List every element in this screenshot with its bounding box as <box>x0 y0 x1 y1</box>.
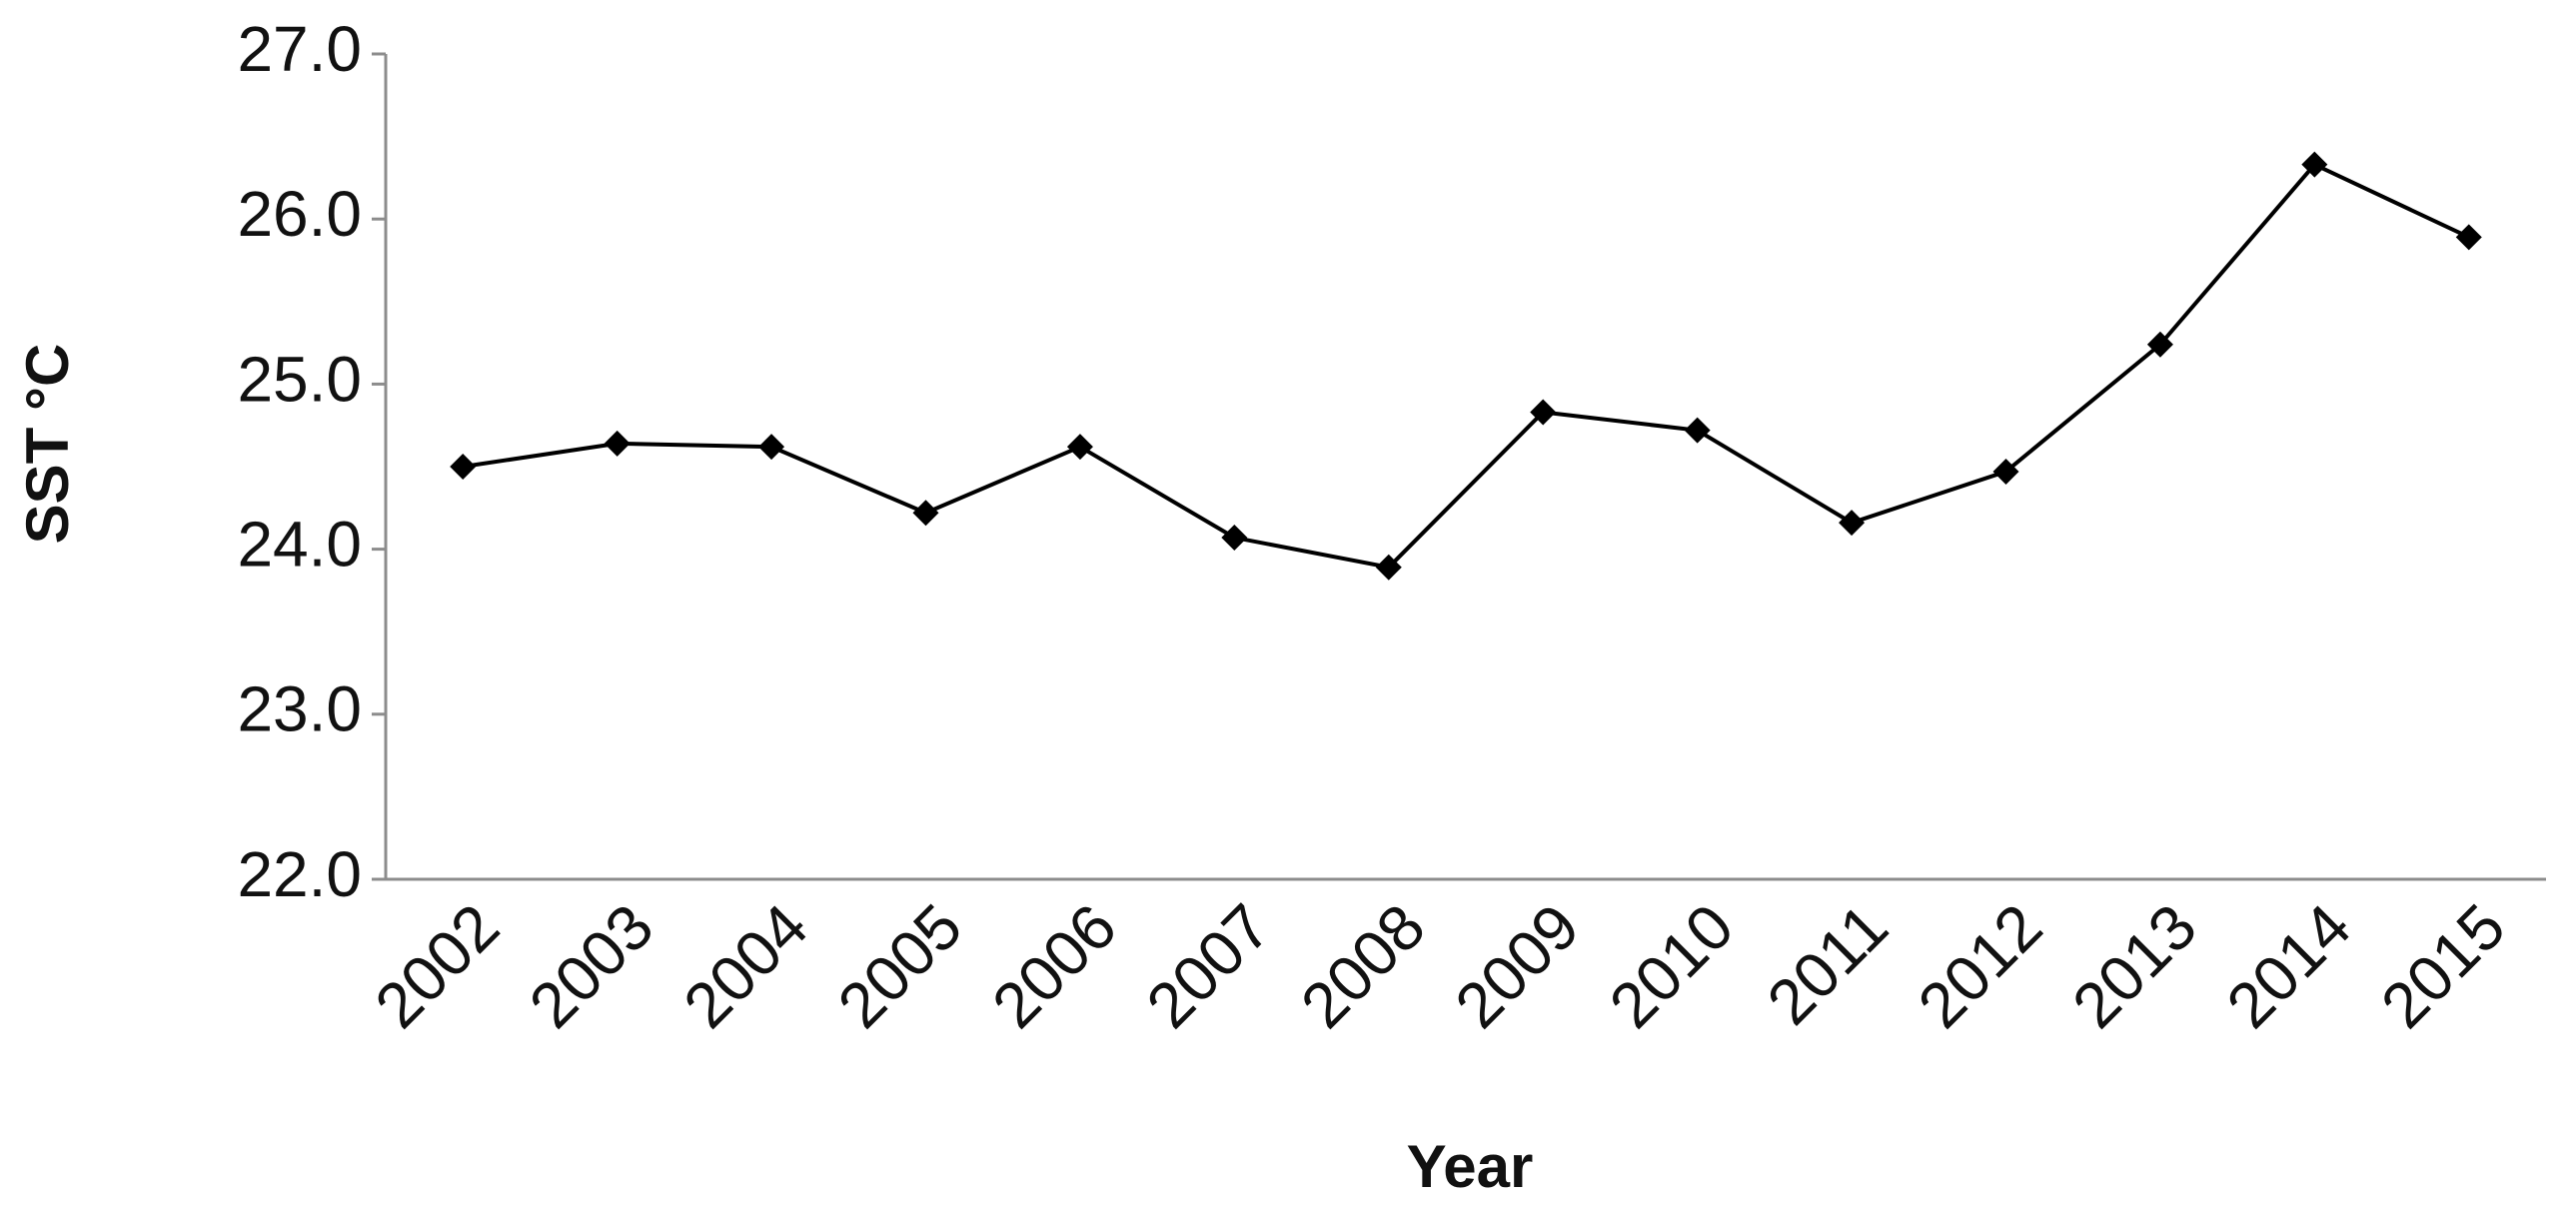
marker <box>1221 525 1248 552</box>
x-tick-label: 2014 <box>2213 890 2365 1042</box>
marker <box>1066 434 1093 461</box>
marker <box>450 454 477 480</box>
x-tick-label: 2011 <box>1754 890 1902 1038</box>
y-tick-label: 22.0 <box>237 838 362 910</box>
x-tick-label: 2013 <box>2058 890 2210 1042</box>
marker <box>1530 399 1557 426</box>
x-axis-title: Year <box>1407 1133 1534 1200</box>
x-tick-label: 2005 <box>824 890 976 1042</box>
line <box>462 162 2470 570</box>
marker <box>604 430 631 457</box>
marker <box>2455 224 2482 251</box>
marker <box>912 500 939 527</box>
x-tick-label: 2012 <box>1905 890 2056 1042</box>
marker <box>2301 151 2328 178</box>
x-tick-label: 2010 <box>1596 890 1748 1042</box>
y-tick-label: 25.0 <box>237 343 362 415</box>
marker <box>1375 554 1402 581</box>
marker <box>1992 458 2019 485</box>
y-tick-label: 24.0 <box>237 509 362 581</box>
x-tick-label: 2003 <box>516 890 667 1042</box>
y-tick-label: 23.0 <box>237 673 362 745</box>
x-tick-label: 2008 <box>1287 890 1439 1042</box>
marker <box>1839 510 1866 537</box>
marker <box>1684 417 1711 444</box>
marker <box>758 434 785 461</box>
x-tick-label: 2006 <box>978 890 1130 1042</box>
y-axis-title: SST °C <box>14 344 81 545</box>
y-tick-label: 26.0 <box>237 178 362 250</box>
x-tick-label: 2004 <box>669 890 821 1042</box>
y-tick-label: 27.0 <box>237 13 362 85</box>
marker <box>2146 331 2173 358</box>
x-tick-label: 2015 <box>2367 890 2519 1042</box>
x-tick-label: 2009 <box>1441 890 1593 1042</box>
x-tick-label: 2002 <box>361 890 513 1042</box>
x-tick-label: 2007 <box>1133 890 1285 1042</box>
